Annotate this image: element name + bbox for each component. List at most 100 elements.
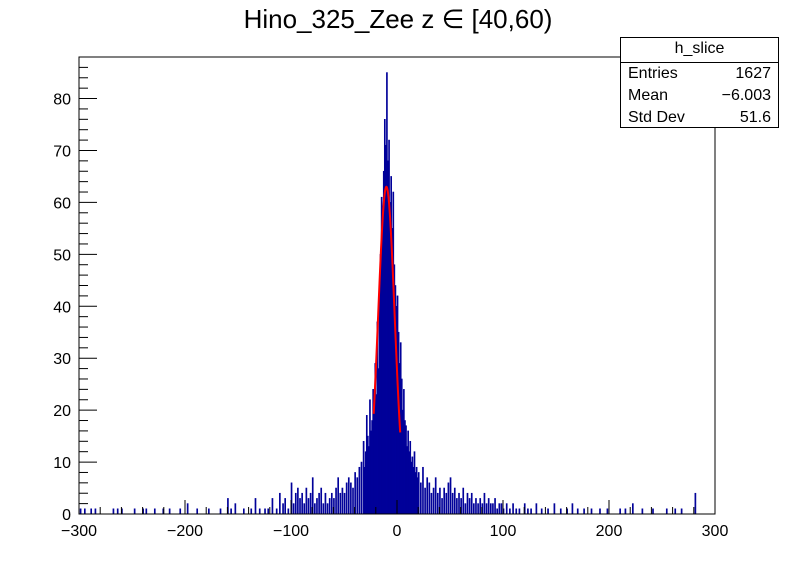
stats-value: 51.6	[739, 109, 771, 126]
histogram-bin	[652, 508, 654, 515]
histogram-bin	[494, 498, 496, 515]
histogram-bin	[489, 503, 492, 515]
histogram-bin	[535, 503, 538, 515]
histogram-bin	[324, 492, 327, 515]
histogram-bin	[145, 508, 148, 515]
histogram-bin	[436, 492, 439, 515]
histogram-bin	[428, 482, 431, 515]
stats-value: −6.003	[721, 87, 771, 104]
title-text: Hino_325_Zee z	[243, 4, 435, 34]
histogram-bin	[320, 487, 323, 515]
histogram-bin	[84, 508, 86, 515]
x-tick-label: −100	[273, 523, 309, 540]
histogram-bin	[432, 487, 435, 515]
stats-label: Mean	[628, 87, 669, 104]
histogram-bin	[258, 508, 261, 515]
y-tick-label: 0	[62, 507, 71, 524]
histogram-bin	[624, 508, 627, 515]
histogram-bin	[219, 508, 222, 515]
x-tick-label: 100	[490, 523, 517, 540]
histogram-bin	[422, 466, 424, 515]
histogram-bin	[335, 487, 337, 515]
stats-box: h_slice Entries 1627 Mean −6.003 Std Dev…	[620, 37, 779, 128]
histogram-bin	[94, 508, 97, 515]
histogram-bin	[518, 508, 521, 515]
x-axis: −300 −200 −100 0 100 200 300	[61, 500, 728, 540]
histogram-bin	[441, 498, 443, 515]
y-tick-label: 30	[53, 351, 71, 368]
histogram-bin	[168, 508, 171, 515]
histogram-bin	[665, 508, 668, 515]
histogram-bin	[299, 498, 301, 515]
histogram-bin	[196, 508, 199, 515]
stats-label: Entries	[628, 65, 678, 82]
x-tick-label: 200	[596, 523, 623, 540]
histogram-bin	[186, 503, 189, 515]
histogram-bin	[112, 508, 115, 515]
histogram-bin	[282, 503, 284, 515]
histogram-bin	[443, 487, 446, 515]
histogram-bin	[583, 508, 585, 515]
histogram-bin	[464, 503, 467, 515]
histogram-bin	[208, 508, 210, 515]
histogram-bin	[318, 492, 320, 515]
histogram-bin	[230, 508, 232, 515]
histogram-bin	[264, 508, 266, 515]
stats-row-entries: Entries 1627	[621, 63, 778, 85]
histogram-bin	[279, 492, 281, 515]
histogram-bin	[356, 477, 359, 515]
histogram-bin	[512, 503, 514, 515]
histogram-bin	[470, 492, 473, 515]
histogram-bin	[468, 498, 471, 515]
histogram-bin	[527, 508, 529, 515]
fit-curve	[372, 185, 402, 433]
y-tick-label: 70	[53, 143, 71, 160]
histogram-bin	[619, 508, 621, 515]
histogram-bin	[345, 482, 348, 515]
histogram-bin	[449, 477, 452, 515]
histogram-bin	[680, 508, 683, 515]
title-range: [40,60)	[464, 4, 553, 34]
histogram-bin	[254, 498, 257, 515]
histogram-bin	[275, 508, 278, 515]
histogram-bin	[451, 492, 454, 515]
histogram-bin	[358, 466, 361, 515]
stats-label: Std Dev	[628, 109, 685, 126]
y-axis: 0 10 20 30 40 50 60 70 80	[53, 56, 97, 524]
stats-box-title: h_slice	[621, 38, 778, 63]
histogram-bin	[284, 498, 287, 515]
gaussian-fit	[372, 185, 402, 433]
histogram-bin	[492, 503, 494, 515]
histogram-bin	[590, 508, 593, 515]
histogram-bin	[674, 508, 677, 515]
histogram-bin	[466, 492, 469, 515]
histogram-bin	[530, 508, 532, 515]
histogram-bin	[305, 487, 308, 515]
histogram-bin	[179, 508, 182, 515]
histogram-bin	[271, 498, 274, 515]
histogram-bin	[297, 487, 299, 515]
histogram-bin	[360, 461, 363, 515]
histogram-bin	[479, 498, 482, 515]
histogram-bin	[477, 503, 479, 515]
y-tick-label: 20	[53, 403, 71, 420]
histogram-bin	[456, 498, 458, 515]
histogram-bin	[316, 498, 318, 515]
y-tick-label: 60	[53, 195, 71, 212]
histogram-bin	[90, 508, 93, 515]
histogram-bin	[576, 508, 579, 515]
histogram-bin	[462, 487, 465, 515]
histogram-bin	[424, 487, 426, 515]
histogram-bin	[79, 508, 82, 515]
histogram-bin	[458, 492, 460, 515]
histogram-bin	[641, 508, 644, 515]
y-tick-label: 10	[53, 455, 71, 472]
histogram-bin	[483, 492, 486, 515]
histogram-bin	[420, 482, 422, 515]
histogram-bin	[599, 508, 601, 515]
chart-title: Hino_325_Zee z ∈ [40,60)	[0, 4, 796, 35]
histogram-bin	[434, 477, 437, 515]
x-tick-label: −300	[61, 523, 97, 540]
histogram-bin	[540, 508, 543, 515]
